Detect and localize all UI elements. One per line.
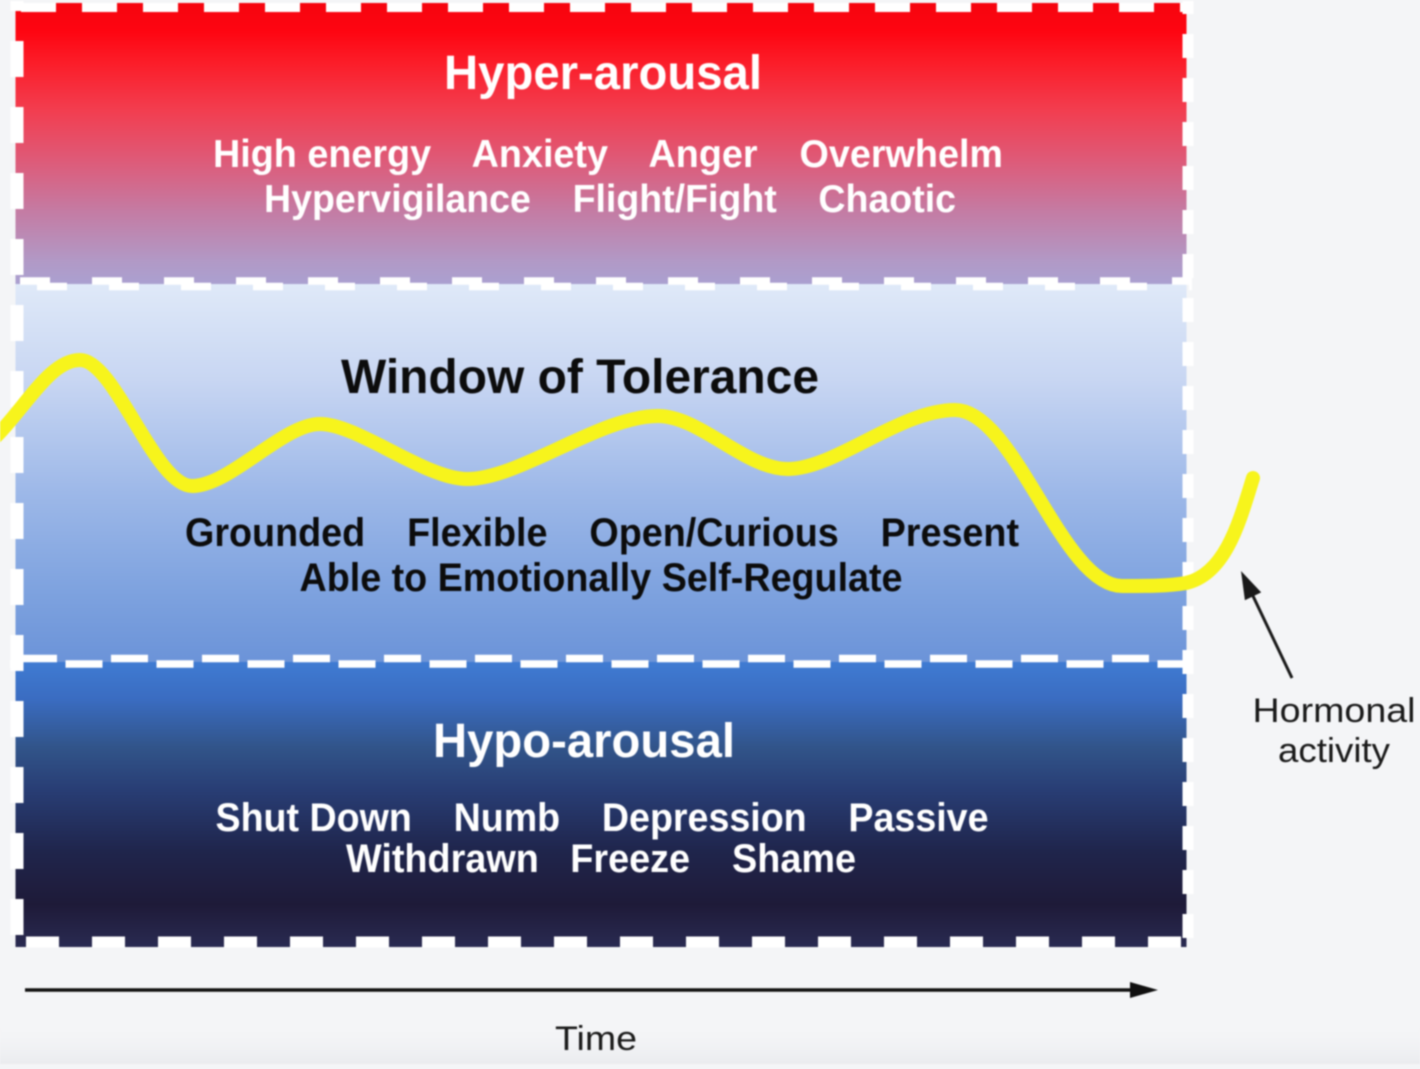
svg-text:Hypo-arousal: Hypo-arousal — [433, 715, 735, 768]
svg-text:Hyper-arousal: Hyper-arousal — [444, 47, 762, 100]
svg-text:Hypervigilance Flight/Fight: Hypervigilance Flight/Fight Chaotic — [264, 178, 956, 221]
svg-text:Able to Emotionally Self-Regul: Able to Emotionally Self-Regulate — [300, 556, 903, 600]
svg-text:Grounded Flexible Open/C: Grounded Flexible Open/Curious Present — [185, 511, 1019, 555]
svg-text:Time: Time — [555, 1020, 637, 1058]
svg-text:activity: activity — [1278, 732, 1390, 770]
svg-text:Hormonal: Hormonal — [1253, 692, 1416, 730]
svg-text:High energy Anxiety Ange: High energy Anxiety Anger Overwhelm — [213, 133, 1003, 176]
svg-text:Withdrawn Freeze Shame: Withdrawn Freeze Shame — [346, 837, 856, 881]
svg-text:Shut Down Numb Depressio: Shut Down Numb Depression Passive — [216, 796, 989, 840]
svg-text:Window of Tolerance: Window of Tolerance — [341, 351, 819, 404]
